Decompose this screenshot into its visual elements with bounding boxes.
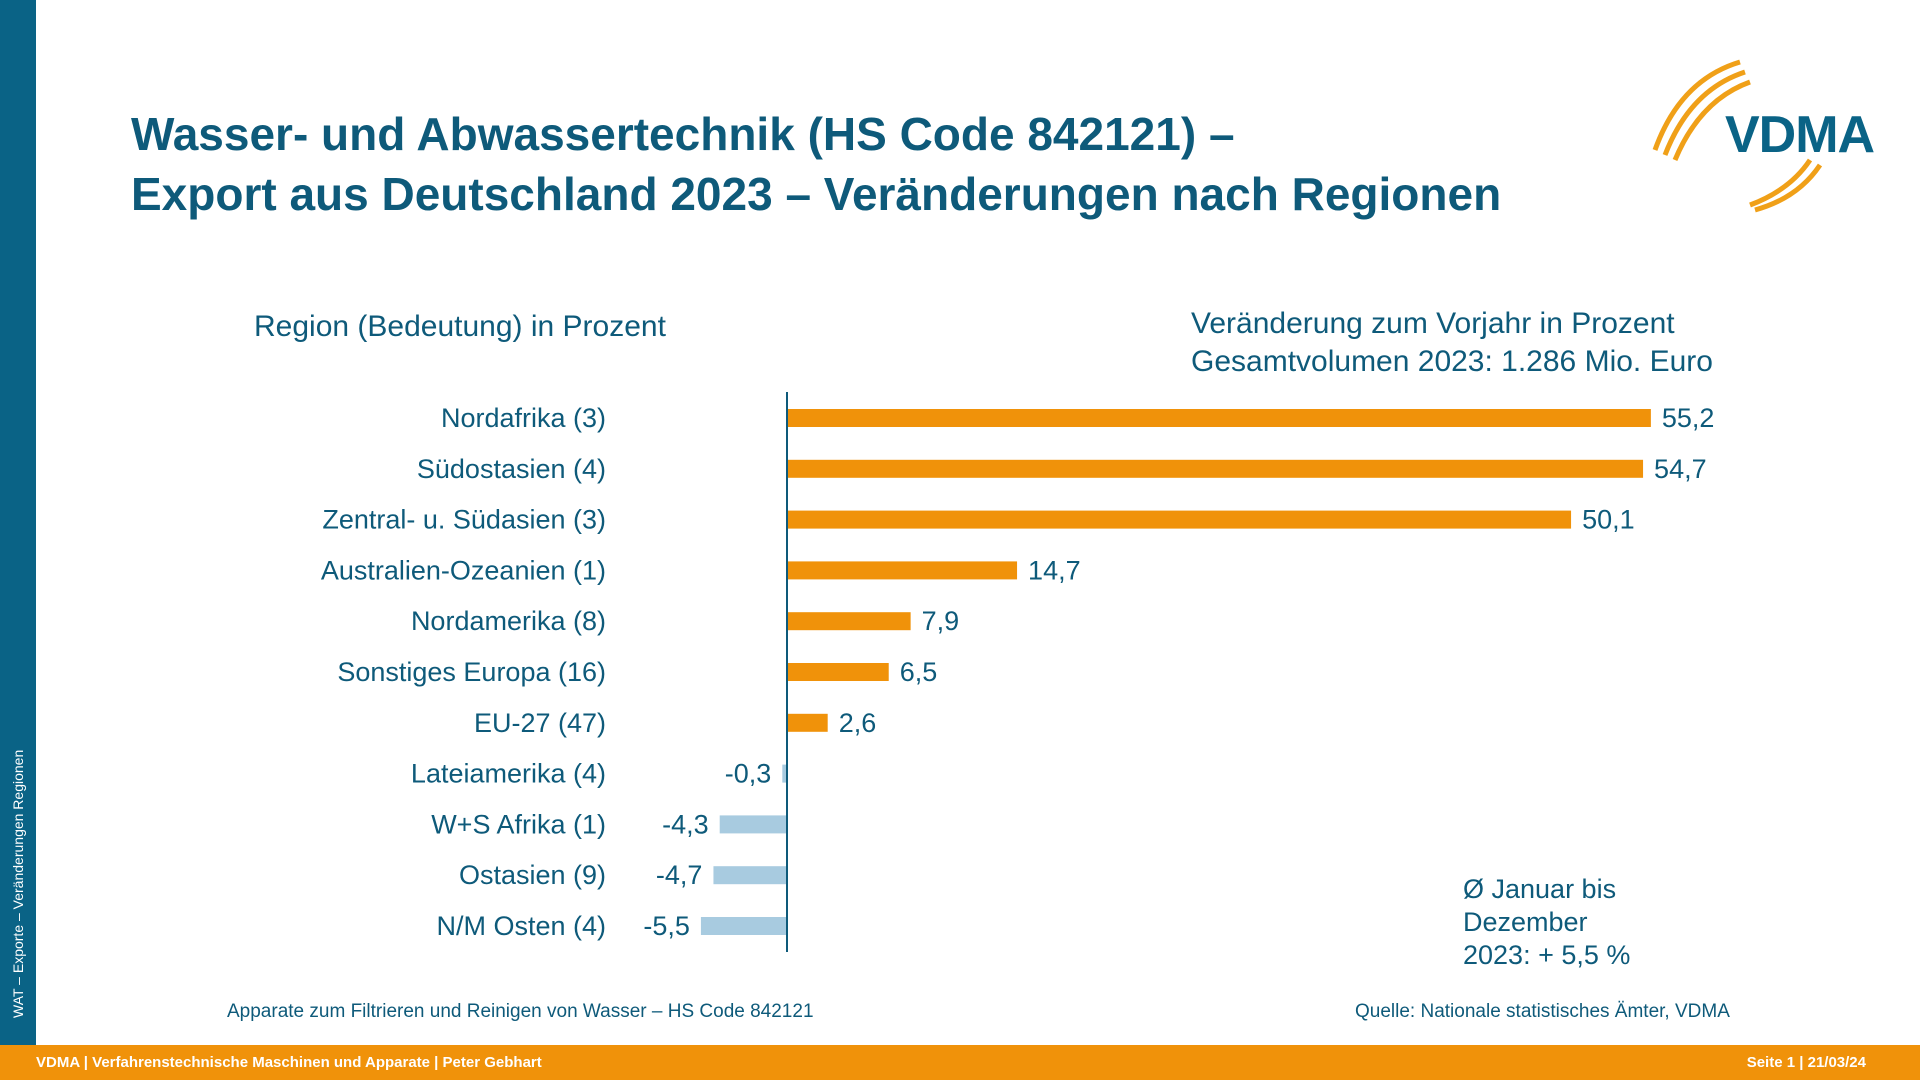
category-label: EU-27 (47)	[474, 708, 606, 738]
data-bar	[787, 561, 1018, 580]
title-line-1: Wasser- und Abwassertechnik (HS Code 842…	[131, 108, 1235, 160]
note-line-1: Ø Januar bis	[1463, 874, 1617, 904]
data-bar	[782, 764, 787, 783]
data-bar	[787, 663, 889, 681]
footer-left-text: VDMA | Verfahrenstechnische Maschinen un…	[36, 1054, 542, 1071]
data-bar	[787, 510, 1572, 529]
value-label: 14,7	[1028, 555, 1081, 585]
category-label: Australien-Ozeanien (1)	[321, 555, 606, 585]
value-label: 7,9	[922, 606, 960, 636]
data-bar	[787, 459, 1644, 478]
footer-page-info: Seite 1 | 21/03/24	[1746, 1054, 1866, 1071]
value-label: 54,7	[1654, 454, 1707, 484]
data-bar	[713, 866, 787, 885]
value-label: 6,5	[900, 657, 938, 687]
logo-text: VDMA	[1725, 106, 1875, 164]
slide-title: Wasser- und Abwassertechnik (HS Code 842…	[131, 104, 1501, 224]
category-label: Nordafrika (3)	[441, 403, 606, 433]
title-line-2: Export aus Deutschland 2023 – Veränderun…	[131, 168, 1502, 220]
side-bar	[0, 0, 36, 1045]
right-heading-line-2: Gesamtvolumen 2023: 1.286 Mio. Euro	[1191, 345, 1713, 378]
data-bar	[787, 713, 828, 732]
data-bar	[787, 409, 1651, 427]
value-label: -0,3	[725, 759, 772, 789]
category-label: Lateiamerika (4)	[411, 759, 606, 789]
logo-arcs-icon	[1652, 59, 1823, 213]
value-label: -4,3	[662, 809, 709, 839]
category-label: Sonstiges Europa (16)	[337, 657, 606, 687]
category-label: W+S Afrika (1)	[431, 809, 606, 839]
average-note: Ø Januar bis Dezember 2023: + 5,5 %	[1463, 873, 1630, 972]
value-label: 2,6	[839, 708, 877, 738]
right-axis-heading: Veränderung zum Vorjahr in Prozent Gesam…	[1191, 305, 1713, 381]
footnote: Apparate zum Filtrieren und Reinigen von…	[227, 1001, 814, 1022]
value-label: -4,7	[656, 860, 703, 890]
footer-bar	[0, 1045, 1920, 1080]
category-label: Zentral- u. Südasien (3)	[322, 505, 606, 535]
category-label: N/M Osten (4)	[436, 911, 606, 941]
category-label: Südostasien (4)	[417, 454, 606, 484]
data-bar	[700, 917, 787, 935]
left-axis-heading: Region (Bedeutung) in Prozent	[254, 310, 666, 343]
vdma-logo: VDMA	[1640, 50, 1900, 220]
category-label: Nordamerika (8)	[411, 606, 606, 636]
value-label: -5,5	[643, 911, 690, 941]
note-line-3: 2023: + 5,5 %	[1463, 940, 1631, 970]
value-label: 50,1	[1582, 505, 1635, 535]
source-note: Quelle: Nationale statistisches Ämter, V…	[1355, 1001, 1730, 1022]
data-bar	[719, 815, 787, 834]
category-label: Ostasien (9)	[459, 860, 606, 890]
data-bar	[787, 612, 911, 631]
right-heading-line-1: Veränderung zum Vorjahr in Prozent	[1191, 307, 1675, 340]
value-label: 55,2	[1662, 403, 1715, 433]
note-line-2: Dezember	[1463, 907, 1588, 937]
bar-chart: Nordafrika (3) 55,2 Südostasien (4) 54,7 Zen…	[321, 392, 1715, 952]
